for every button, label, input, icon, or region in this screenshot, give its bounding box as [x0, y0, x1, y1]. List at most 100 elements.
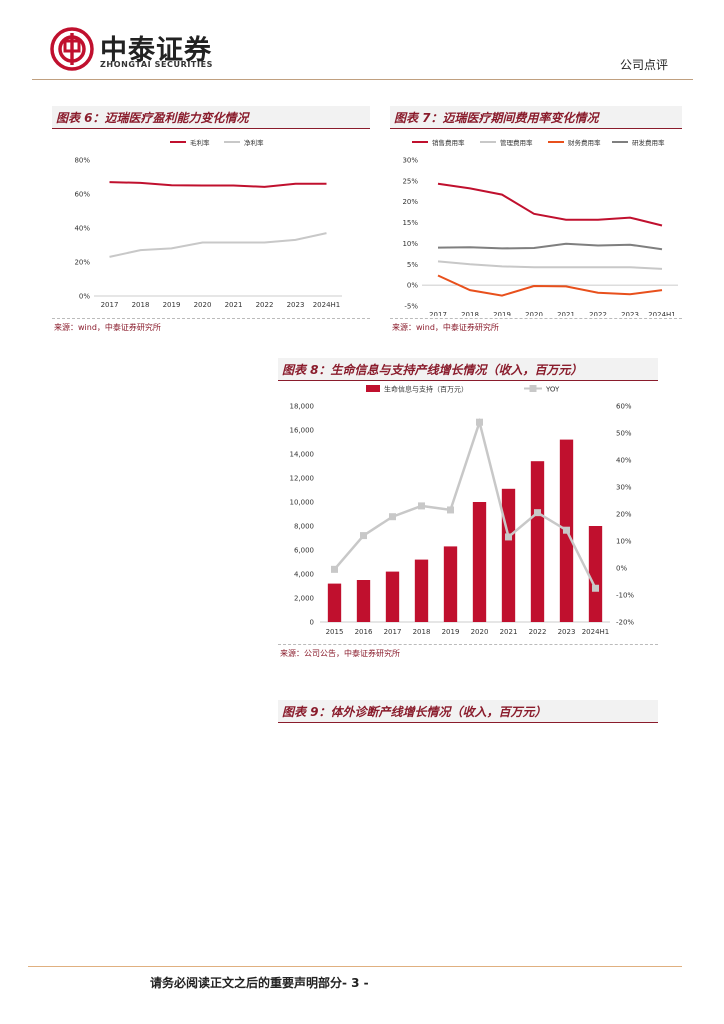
fig6-series-line-1	[109, 232, 327, 258]
fig7-xtick: 2019	[493, 311, 511, 316]
fig7-series-line-2	[437, 274, 663, 297]
fig8-xtick: 2024H1	[582, 628, 610, 636]
fig8-ytick-left: 16,000	[290, 427, 315, 435]
fig7-ytick: 20%	[402, 198, 418, 206]
fig8-rule	[278, 644, 658, 645]
footer-disclaimer: 请务必阅读正文之后的重要声明部分- 3 -	[150, 976, 369, 990]
fig6-series-line-0	[109, 181, 327, 188]
fig8-legend-swatch-0	[366, 385, 380, 392]
fig6-xtick: 2024H1	[313, 301, 341, 309]
fig8-bar	[501, 488, 516, 622]
fig8-xtick: 2019	[442, 628, 460, 636]
fig8-bar	[385, 571, 400, 622]
fig8-ytick-right: 50%	[616, 430, 632, 438]
fig6-xtick: 2023	[287, 301, 305, 309]
fig8-ytick-left: 0	[310, 619, 314, 627]
fig6-ytick: 80%	[74, 157, 90, 165]
fig8-ytick-right: 20%	[616, 511, 632, 519]
fig8-yoy-point	[389, 513, 396, 521]
fig8-bar	[327, 583, 342, 622]
footer-divider	[28, 966, 682, 967]
fig7-xtick: 2023	[621, 311, 639, 316]
fig8-yoy-point	[418, 502, 425, 510]
fig6-ytick: 0%	[79, 293, 90, 301]
fig8-bar	[472, 502, 487, 622]
fig8-ytick-left: 8,000	[294, 523, 314, 531]
fig6-xtick: 2022	[256, 301, 274, 309]
fig6-ytick: 20%	[74, 259, 90, 267]
fig7-legend-label-1: 管理费用率	[500, 138, 533, 147]
fig9-title-bar: 图表 9：体外诊断产线增长情况（收入，百万元）	[278, 700, 658, 723]
fig8-title: 图表 8：生命信息与支持产线增长情况（收入，百万元）	[282, 363, 583, 377]
zhongtai-logo-icon	[50, 27, 94, 71]
fig8-ytick-right: 40%	[616, 457, 632, 465]
fig8-xtick: 2023	[558, 628, 576, 636]
fig8-bar	[414, 559, 429, 622]
fig6-legend-label-1: 净利率	[244, 138, 264, 147]
fig8-yoy-point	[563, 526, 570, 534]
fig7-xtick: 2020	[525, 311, 543, 316]
fig6-xtick: 2021	[225, 301, 243, 309]
fig8-bar	[530, 461, 545, 622]
fig7-ytick: 15%	[402, 219, 418, 227]
fig8-ytick-left: 18,000	[290, 403, 315, 411]
fig8-ytick-left: 4,000	[294, 571, 314, 579]
fig6-rule	[52, 318, 370, 319]
fig8-xtick: 2016	[355, 628, 373, 636]
fig8-yoy-point	[447, 506, 454, 514]
fig7-ytick: -5%	[404, 303, 418, 311]
fig8-ytick-left: 6,000	[294, 547, 314, 555]
fig7-ytick: 5%	[407, 261, 418, 269]
fig7-rule	[390, 318, 682, 319]
fig8-ytick-left: 12,000	[290, 475, 315, 483]
fig8-xtick: 2017	[384, 628, 402, 636]
fig8-xtick: 2021	[500, 628, 518, 636]
fig7-title-bar: 图表 7：迈瑞医疗期间费用率变化情况	[390, 106, 682, 129]
fig8-yoy-point	[534, 509, 541, 517]
fig8-yoy-point	[360, 532, 367, 540]
fig7-chart: 销售费用率 管理费用率 财务费用率 研发费用率 -5% 0% 5% 10% 15% 20% 25% 3…	[402, 138, 678, 316]
fig8-yoy-point	[592, 584, 599, 592]
brand-name-en: ZHONGTAI SECURITIES	[100, 60, 213, 69]
fig6-ytick: 60%	[74, 191, 90, 199]
fig8-xtick: 2015	[326, 628, 344, 636]
fig7-ytick: 10%	[402, 240, 418, 248]
fig8-ytick-right: 10%	[616, 538, 632, 546]
fig8-legend-marker-1	[529, 385, 537, 392]
fig8-xtick: 2020	[471, 628, 489, 636]
fig7-legend-label-0: 销售费用率	[432, 138, 465, 147]
fig7-series-line-0	[437, 182, 663, 227]
fig6-title: 图表 6：迈瑞医疗盈利能力变化情况	[56, 111, 249, 125]
fig6-xtick: 2020	[194, 301, 212, 309]
fig7-legend-label-2: 财务费用率	[568, 138, 601, 147]
fig8-legend-label-0: 生命信息与支持（百万元）	[384, 385, 468, 394]
fig8-yoy-point	[476, 418, 483, 426]
header-divider	[32, 79, 693, 80]
fig7-ytick: 0%	[407, 282, 418, 290]
fig8-ytick-right: -10%	[616, 592, 634, 600]
fig7-series-line-1	[437, 260, 663, 270]
fig7-xtick: 2021	[557, 311, 575, 316]
fig7-xtick: 2022	[589, 311, 607, 316]
fig8-ytick-right: 30%	[616, 484, 632, 492]
fig8-bar	[443, 546, 458, 622]
fig7-ytick: 25%	[402, 177, 418, 185]
fig7-source: 来源：wind，中泰证券研究所	[392, 323, 499, 332]
fig7-ytick: 30%	[402, 157, 418, 165]
fig8-bar	[588, 526, 603, 622]
fig8-legend-label-1: YOY	[545, 386, 560, 394]
fig8-yoy-line	[333, 417, 597, 589]
fig8-xtick: 2018	[413, 628, 431, 636]
fig8-yoy-point	[331, 565, 338, 573]
fig6-legend-label-0: 毛利率	[190, 138, 210, 147]
fig8-ytick-left: 14,000	[290, 451, 315, 459]
fig8-ytick-right: -20%	[616, 619, 634, 627]
fig7-legend-label-3: 研发费用率	[632, 138, 665, 147]
brand-name: 中泰证券	[100, 35, 212, 66]
fig7-series-line-3	[437, 242, 663, 251]
fig8-yoy-point	[505, 533, 512, 541]
fig7-xtick: 2018	[461, 311, 479, 316]
fig7-title: 图表 7：迈瑞医疗期间费用率变化情况	[394, 111, 599, 125]
fig8-title-bar: 图表 8：生命信息与支持产线增长情况（收入，百万元）	[278, 358, 658, 381]
fig6-ytick: 40%	[74, 225, 90, 233]
